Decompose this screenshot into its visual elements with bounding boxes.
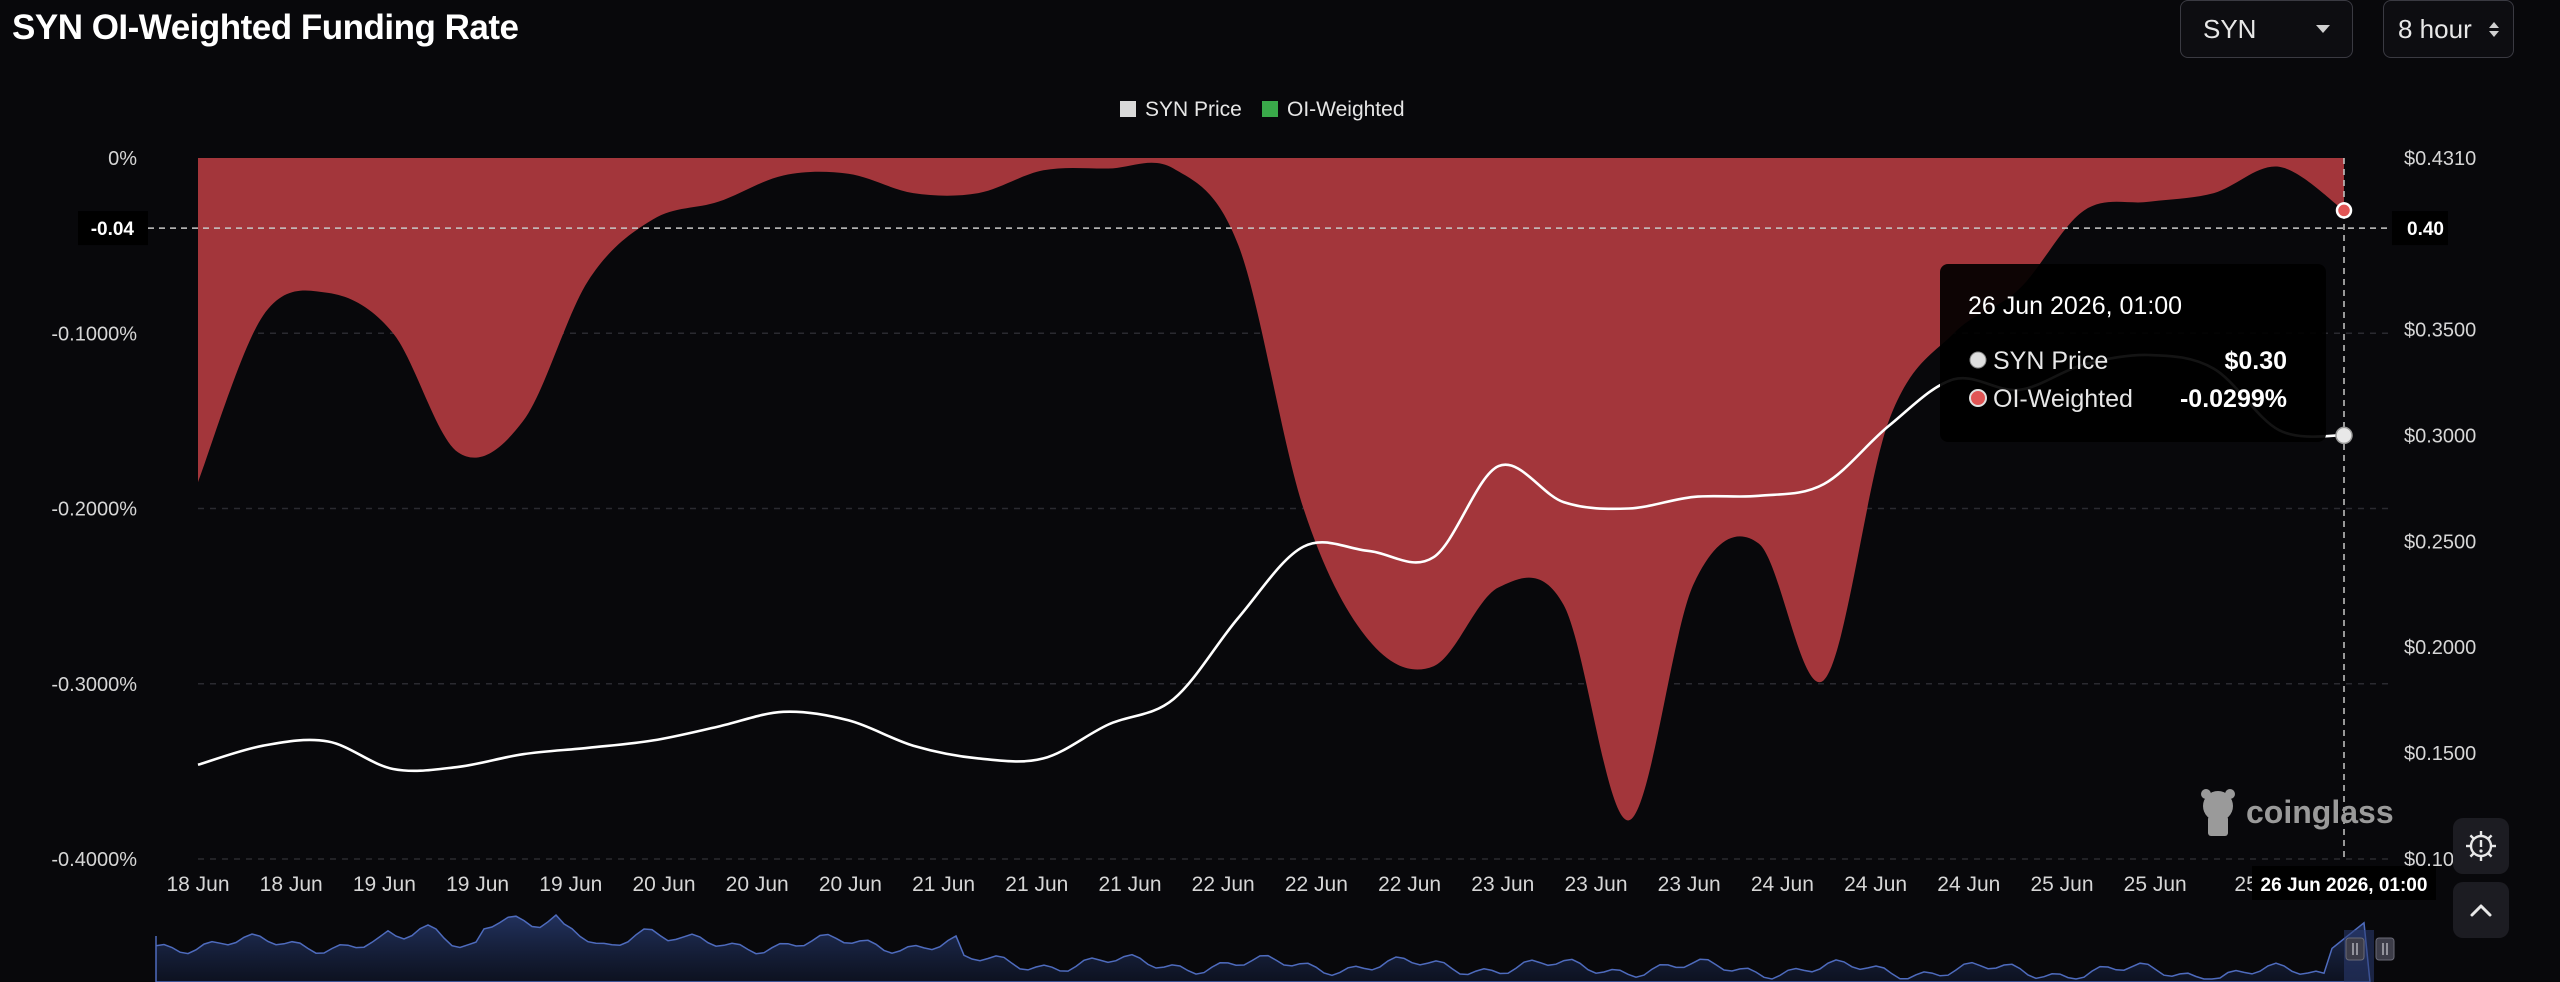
x-tick-label: 24 Jun — [1751, 873, 1814, 896]
crosshair-x-label: 26 Jun 2026, 01:00 — [2261, 875, 2428, 896]
x-tick-label: 18 Jun — [166, 873, 229, 896]
crosshair-left-label: -0.04 — [91, 219, 135, 240]
x-tick-label: 21 Jun — [1098, 873, 1161, 896]
x-tick-label: 24 Jun — [1844, 873, 1907, 896]
x-tick-label: 23 Jun — [1564, 873, 1627, 896]
interval-select-value: 8 hour — [2398, 13, 2472, 44]
coin-select-value: SYN — [2203, 13, 2257, 44]
crosshair-markers — [2335, 202, 2353, 445]
coinglass-logo-icon — [2201, 789, 2235, 836]
navigator-handle-left[interactable] — [2345, 937, 2365, 961]
chart-tooltip: 26 Jun 2026, 01:00 SYN Price $0.30 OI-We… — [1940, 264, 2326, 442]
x-tick-label: 19 Jun — [353, 873, 416, 896]
left-tick-label: 0% — [108, 148, 137, 170]
legend-label-oi: OI-Weighted — [1287, 98, 1405, 121]
right-tick-label: $0.3000 — [2404, 425, 2476, 447]
x-tick-label: 23 Jun — [1658, 873, 1721, 896]
tooltip-value-price: $0.30 — [2224, 347, 2287, 375]
x-tick-label: 25 — [2234, 873, 2257, 896]
x-tick-label: 20 Jun — [819, 873, 882, 896]
tooltip-value-oi: -0.0299% — [2180, 385, 2287, 413]
crosshair-right-label: 0.40 — [2407, 219, 2444, 240]
oi-weighted-marker — [2335, 202, 2353, 219]
navigator[interactable] — [155, 913, 2395, 982]
coin-select[interactable]: SYN — [2180, 0, 2353, 58]
x-tick-label: 22 Jun — [1192, 873, 1255, 896]
right-tick-label: $0.1500 — [2404, 743, 2476, 765]
x-tick-label: 18 Jun — [260, 873, 323, 896]
interval-select[interactable]: 8 hour — [2383, 0, 2514, 58]
x-axis: 18 Jun 18 Jun 19 Jun 19 Jun 19 Jun 20 Jun 20 J… — [166, 873, 2257, 896]
oi-weighted-area — [198, 158, 2344, 821]
price-marker — [2335, 426, 2353, 445]
tooltip-box — [1940, 264, 2326, 442]
tooltip-dot-oi — [1969, 389, 1987, 407]
chart-legend: SYN Price OI-Weighted — [1120, 98, 1405, 121]
left-tick-label: -0.1000% — [51, 323, 137, 345]
left-tick-label: -0.4000% — [51, 849, 137, 871]
tooltip-label-price: SYN Price — [1993, 347, 2108, 375]
tooltip-dot-price — [1969, 351, 1987, 369]
chart-settings-button[interactable] — [2453, 818, 2509, 874]
coinglass-watermark: coinglass — [2201, 789, 2394, 836]
x-tick-label: 23 Jun — [1471, 873, 1534, 896]
x-tick-label: 25 Jun — [2124, 873, 2187, 896]
oi-weighted-area-fill — [198, 158, 2344, 821]
left-axis: 0% -0.1000% -0.2000% -0.3000% -0.4000% — [51, 148, 137, 871]
right-axis: $0.4310 $0.3500 $0.3000 $0.2500 $0.2000 $0.15… — [2404, 148, 2476, 871]
left-tick-label: -0.2000% — [51, 499, 137, 521]
settings-icon — [2466, 831, 2496, 861]
legend-label-price: SYN Price — [1145, 98, 1242, 121]
right-tick-label: $0.10 — [2404, 849, 2454, 871]
x-tick-label: 19 Jun — [446, 873, 509, 896]
crosshair-left-label-bg — [78, 211, 148, 246]
legend-item-price[interactable]: SYN Price — [1120, 98, 1242, 121]
right-tick-label: $0.4310 — [2404, 148, 2476, 170]
x-tick-label: 20 Jun — [632, 873, 695, 896]
stepper-icon — [2489, 21, 2499, 37]
x-tick-label: 19 Jun — [539, 873, 602, 896]
navigator-series — [155, 913, 2371, 982]
left-tick-label: -0.3000% — [51, 674, 137, 696]
page-title: SYN OI-Weighted Funding Rate — [12, 8, 519, 47]
navigator-handle-right[interactable] — [2375, 937, 2395, 961]
x-tick-label: 25 Jun — [2030, 873, 2093, 896]
x-tick-label: 22 Jun — [1285, 873, 1348, 896]
x-tick-label: 24 Jun — [1937, 873, 2000, 896]
right-tick-label: $0.2500 — [2404, 531, 2476, 553]
chevron-down-icon — [2316, 25, 2330, 33]
legend-item-oi[interactable]: OI-Weighted — [1262, 98, 1405, 121]
x-tick-label: 21 Jun — [912, 873, 975, 896]
legend-swatch-price — [1120, 101, 1136, 117]
legend-swatch-oi — [1262, 101, 1278, 117]
right-tick-label: $0.2000 — [2404, 637, 2476, 659]
right-tick-label: $0.3500 — [2404, 320, 2476, 342]
watermark-text: coinglass — [2246, 794, 2394, 830]
tooltip-title: 26 Jun 2026, 01:00 — [1968, 292, 2182, 320]
crosshair-x-label-bg — [2252, 866, 2436, 900]
scroll-top-button[interactable] — [2453, 882, 2509, 938]
crosshair: -0.04 0.40 26 Jun 2026, 01:00 — [78, 158, 2448, 900]
scroll-top-icon — [2470, 904, 2492, 917]
crosshair-right-label-bg — [2392, 211, 2448, 246]
tooltip-label-oi: OI-Weighted — [1993, 385, 2133, 413]
x-tick-label: 21 Jun — [1005, 873, 1068, 896]
x-tick-label: 20 Jun — [726, 873, 789, 896]
x-tick-label: 22 Jun — [1378, 873, 1441, 896]
